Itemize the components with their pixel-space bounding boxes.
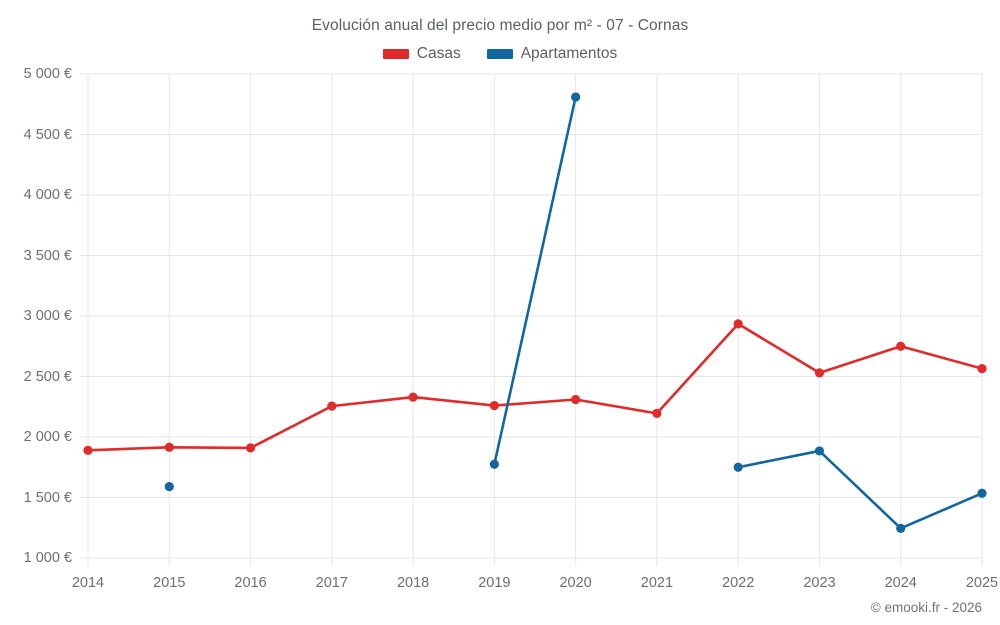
x-tick-label: 2025 [965,575,999,591]
data-point-casas-2014[interactable] [83,445,93,455]
x-tick-label: 2021 [640,575,674,591]
x-tick-label: 2022 [722,575,755,591]
x-tick-label: 2017 [315,575,348,591]
data-point-casas-2018[interactable] [408,392,418,402]
series-line-apartamentos [736,449,984,530]
y-tick-label: 1 000 € [23,550,72,566]
data-point-casas-2020[interactable] [571,394,581,405]
y-tick-label: 3 500 € [23,247,72,264]
series-line-casas [86,322,984,452]
y-tick-label: 4 500 € [23,126,72,143]
y-tick-label: 1 500 € [23,489,72,506]
legend-item-apartamentos[interactable]: Apartamentos [486,45,618,63]
data-point-casas-2021[interactable] [652,408,662,419]
data-point-casas-2015[interactable] [164,442,174,452]
y-tick-label: 4 000 € [23,187,72,203]
footer-credit: © emooki.fr - 2026 [870,600,982,615]
data-point-apartamentos-2023[interactable] [814,446,825,456]
x-tick-label: 2014 [71,575,105,591]
legend-casas-swatch-icon [382,49,409,59]
chart-title: Evolución anual del precio medio por m² … [311,17,689,34]
data-point-apartamentos-2015[interactable] [164,482,174,492]
chart-legend: Casas Apartamentos [0,45,1000,63]
data-point-apartamentos-2019[interactable] [489,459,499,469]
x-tick-label: 2019 [478,575,511,591]
legend-item-label: Apartamentos [520,45,618,62]
x-tick-label: 2015 [153,575,186,591]
y-tick-label: 5 000 € [23,66,72,82]
data-point-apartamentos-2022[interactable] [733,462,743,472]
x-tick-label: 2018 [396,575,430,591]
data-point-apartamentos-2024[interactable] [896,523,906,533]
legend-item-casas[interactable]: Casas [382,45,461,63]
legend-item-label: Casas [416,45,461,62]
series-line-apartamentos [493,95,577,466]
data-point-casas-2016[interactable] [245,443,256,453]
x-tick-label: 2020 [559,575,592,591]
data-point-apartamentos-2020[interactable] [571,92,581,102]
legend-apartamentos-swatch-icon [486,49,513,59]
y-tick-label: 2 500 € [23,368,72,385]
data-point-casas-2025[interactable] [977,364,987,374]
data-point-casas-2017[interactable] [327,401,337,411]
y-tick-label: 2 000 € [23,429,72,445]
x-tick-label: 2016 [234,575,267,591]
data-point-casas-2022[interactable] [733,319,743,329]
data-point-casas-2024[interactable] [896,341,906,351]
y-axis: 1 000 € 1 500 € 2 000 € 2 500 € 3 000 € 3 500… [0,0,72,625]
data-point-casas-2019[interactable] [489,400,499,411]
data-point-casas-2023[interactable] [814,368,825,378]
data-point-apartamentos-2025[interactable] [977,488,987,498]
x-tick-label: 2024 [884,575,917,591]
y-tick-label: 3 000 € [23,308,72,324]
x-tick-label: 2023 [803,575,836,591]
